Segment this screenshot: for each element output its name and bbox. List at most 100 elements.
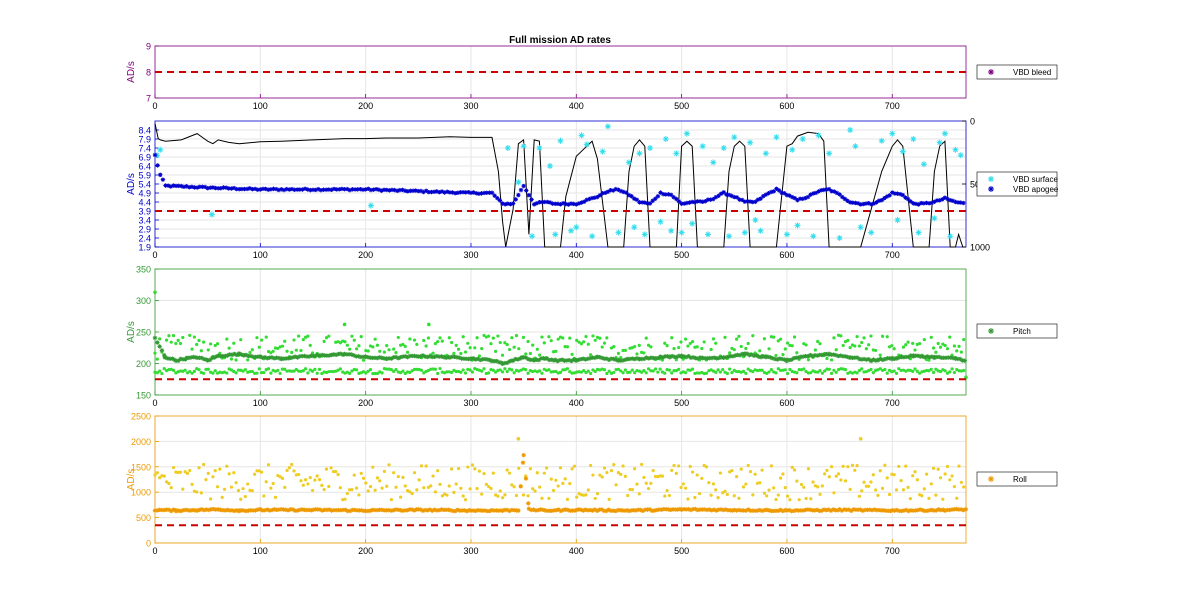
cloud-point-pitch (394, 367, 398, 372)
series-point-roll (173, 509, 179, 514)
x-tick-label-pitch: 600 (779, 398, 794, 408)
series-point-pitch (882, 357, 888, 362)
series-point-roll (315, 507, 320, 512)
series-point-roll (384, 508, 389, 513)
cloud-point-roll (403, 484, 407, 488)
series-point-roll (800, 508, 806, 513)
series-point-vbd-apogee (442, 190, 447, 195)
series-point-pitch (712, 355, 717, 360)
cloud-point-roll (633, 467, 637, 471)
series-point-vbd-apogee (845, 198, 850, 204)
cloud-point-pitch (660, 370, 665, 374)
cloud-point-pitch (663, 341, 667, 345)
cloud-point-roll (945, 464, 950, 469)
cloud-point-roll (839, 478, 843, 482)
cloud-point-roll (266, 463, 271, 467)
series-point-roll (350, 507, 355, 513)
cloud-point-roll (721, 491, 725, 495)
series-point-vbd-apogee (192, 185, 197, 190)
cloud-point-roll (547, 496, 551, 500)
legend-box-pitch (976, 323, 1058, 339)
cloud-point-pitch (327, 370, 331, 374)
cloud-point-pitch (623, 368, 627, 372)
series-point-roll (250, 508, 256, 513)
series-point-pitch (913, 353, 918, 358)
cloud-point-pitch (373, 371, 377, 376)
series-point-roll (824, 507, 829, 513)
cloud-point-pitch (556, 337, 560, 341)
series-point-vbd-apogee (674, 196, 679, 202)
series-point-vbd-surface (668, 227, 675, 234)
series-point-vbd-apogee (753, 199, 758, 204)
cloud-point-roll (732, 494, 736, 498)
series-point-vbd-apogee (850, 200, 855, 205)
series-point-pitch (283, 356, 289, 361)
cloud-point-pitch (575, 338, 579, 343)
series-point-vbd-apogee (645, 201, 650, 206)
cloud-point-pitch (422, 338, 426, 343)
cloud-point-pitch (246, 358, 250, 362)
cloud-point-roll (679, 485, 683, 490)
series-point-pitch (700, 355, 705, 361)
cloud-point-pitch (477, 354, 481, 358)
series-point-vbd-apogee (948, 198, 953, 203)
cloud-point-pitch (276, 368, 280, 372)
series-point-pitch (576, 357, 581, 362)
cloud-point-roll (695, 473, 699, 477)
series-point-vbd-surface (747, 139, 754, 146)
series-point-pitch (751, 353, 757, 358)
cloud-point-roll (936, 467, 940, 471)
cloud-point-pitch (695, 345, 699, 349)
series-point-vbd-apogee (455, 190, 461, 196)
cloud-point-pitch (677, 367, 681, 371)
cloud-point-roll (607, 497, 611, 501)
series-point-roll (313, 507, 318, 512)
series-point-pitch (229, 352, 235, 358)
series-point-roll (631, 507, 636, 513)
series-point-vbd-apogee (242, 186, 247, 192)
cloud-point-pitch (607, 369, 611, 373)
series-point-vbd-apogee (834, 190, 840, 196)
series-point-roll (780, 508, 786, 514)
series-point-vbd-apogee (676, 199, 682, 204)
cloud-point-pitch (633, 345, 637, 349)
cloud-point-roll (621, 464, 625, 468)
series-point-vbd-apogee (837, 192, 842, 197)
series-point-vbd-apogee (658, 190, 663, 195)
cloud-point-pitch (343, 340, 347, 344)
cloud-point-pitch (422, 371, 426, 375)
cloud-point-pitch (665, 344, 669, 348)
cloud-point-pitch (563, 345, 567, 349)
series-point-vbd-apogee (842, 196, 848, 202)
cloud-point-roll (739, 467, 743, 471)
series-point-vbd-apogee (418, 188, 424, 194)
series-point-vbd-apogee (705, 197, 711, 202)
cloud-point-pitch (897, 367, 901, 371)
series-point-roll (748, 508, 753, 513)
series-point-vbd-apogee (384, 187, 389, 193)
series-point-vbd-apogee (284, 186, 289, 192)
cloud-point-pitch (171, 333, 176, 338)
cloud-point-pitch (380, 371, 384, 375)
series-point-roll (886, 508, 891, 514)
series-point-roll (169, 508, 174, 514)
series-point-pitch (439, 354, 444, 359)
series-point-roll (441, 507, 446, 513)
series-point-pitch (662, 354, 668, 359)
series-point-vbd-apogee (321, 187, 326, 192)
cloud-point-roll (704, 465, 709, 469)
series-point-pitch (588, 356, 593, 361)
series-point-vbd-apogee (555, 201, 561, 207)
series-point-vbd-apogee (302, 186, 308, 191)
series-point-vbd-apogee (660, 191, 666, 197)
series-point-vbd-apogee (550, 201, 555, 206)
series-point-roll (496, 508, 501, 513)
cloud-point-roll (408, 490, 412, 494)
series-point-vbd-surface (657, 218, 664, 225)
series-point-vbd-apogee (950, 198, 956, 204)
series-point-pitch (609, 356, 614, 361)
series-point-vbd-apogee (855, 201, 861, 206)
cloud-point-pitch (758, 349, 762, 353)
cloud-point-pitch (354, 347, 359, 351)
